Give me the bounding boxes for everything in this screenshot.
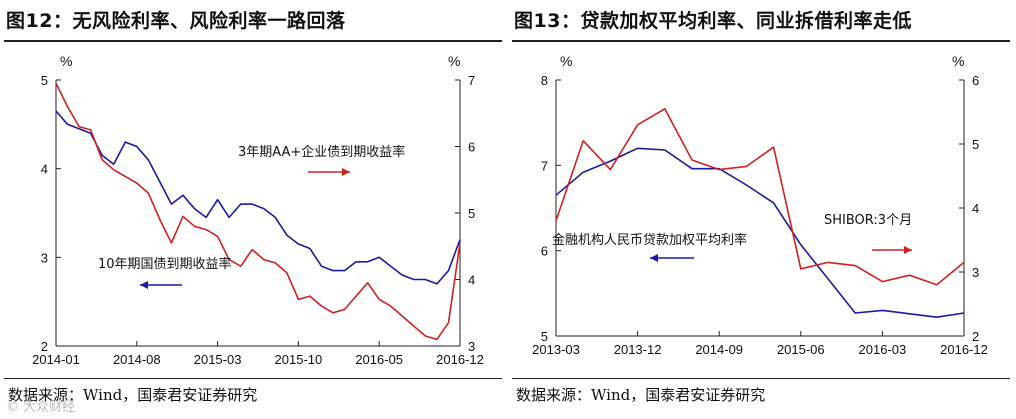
series-label: SHIBOR:3个月 — [824, 213, 912, 228]
legend-arrow-head — [342, 168, 350, 176]
y-right-tick-label: 7 — [468, 73, 475, 88]
y-left-tick-label: 6 — [541, 244, 548, 259]
x-tick-label: 2016-03 — [859, 342, 907, 357]
x-tick-label: 2016-12 — [436, 352, 484, 367]
y-left-tick-label: 2 — [41, 339, 48, 354]
x-tick-label: 2016-05 — [355, 352, 403, 367]
legend-arrow-head — [650, 254, 658, 262]
chart-panel-right: 图13：贷款加权平均利率、同业拆借利率走低 5 6 7 8 2 3 4 5 6 2013-03 20… — [508, 0, 1016, 419]
series-line-red — [555, 108, 965, 286]
chart-panel-left: 图12：无风险利率、风险利率一路回落 2 3 4 5 3 4 5 6 7 2014-01 2014-… — [4, 10, 502, 415]
y-right-tick-label: 5 — [972, 137, 979, 152]
legend-arrow-head — [140, 281, 148, 289]
y-left-tick-label: 3 — [41, 250, 48, 265]
x-tick-label: 2014-08 — [113, 352, 161, 367]
y-right-tick-label: 6 — [972, 73, 979, 88]
series-line-blue — [555, 147, 965, 319]
y-left-unit: % — [60, 53, 72, 69]
watermark: © 大众财经 — [6, 400, 76, 415]
x-tick-label: 2013-03 — [532, 342, 580, 357]
source-divider — [512, 378, 1010, 379]
x-tick-label: 2015-10 — [275, 352, 323, 367]
title-divider — [4, 40, 502, 42]
chart-title: 图12：无风险利率、风险利率一路回落 — [6, 10, 346, 32]
y-left-unit: % — [560, 53, 572, 69]
series-line-blue — [55, 110, 461, 285]
y-right-tick-label: 2 — [972, 329, 979, 344]
y-right-unit: % — [952, 53, 964, 69]
series-label: 3年期AA+企业债到期收益率 — [238, 144, 405, 160]
series-line-red — [55, 82, 461, 341]
title-divider — [512, 40, 1010, 42]
y-left-tick-label: 5 — [41, 73, 48, 88]
line-chart-left: 2 3 4 5 3 4 5 6 7 2014-01 2014-08 2015-03 2015-10 201… — [32, 53, 484, 367]
source-note: 数据来源：Wind，国泰君安证券研究 — [8, 386, 258, 404]
line-chart-right: 5 6 7 8 2 3 4 5 6 2013-03 2013-12 2014-09 2015-06 201… — [532, 53, 988, 357]
y-right-tick-label: 4 — [468, 273, 475, 288]
legend-arrow-head — [904, 246, 912, 254]
x-tick-label: 2014-01 — [32, 352, 80, 367]
y-right-unit: % — [448, 53, 460, 69]
x-tick-label: 2015-06 — [777, 342, 825, 357]
x-tick-label: 2016-12 — [940, 342, 988, 357]
y-left-tick-label: 5 — [541, 329, 548, 344]
y-right-tick-label: 6 — [468, 140, 475, 155]
y-right-tick-label: 5 — [468, 206, 475, 221]
y-right-tick-label: 3 — [468, 339, 475, 354]
series-label: 金融机构人民币贷款加权平均利率 — [552, 232, 747, 248]
x-tick-label: 2013-12 — [614, 342, 662, 357]
source-note: 数据来源：Wind，国泰君安证券研究 — [516, 386, 766, 404]
y-right-tick-label: 3 — [972, 265, 979, 280]
y-left-tick-label: 7 — [541, 158, 548, 173]
chart-title: 图13：贷款加权平均利率、同业拆借利率走低 — [514, 10, 912, 32]
source-divider — [4, 378, 502, 379]
y-left-tick-label: 8 — [541, 73, 548, 88]
x-tick-label: 2015-03 — [194, 352, 242, 367]
y-right-tick-label: 4 — [972, 201, 979, 216]
x-tick-label: 2014-09 — [695, 342, 743, 357]
y-left-tick-label: 4 — [41, 162, 48, 177]
series-label: 10年期国债到期收益率 — [98, 256, 232, 272]
